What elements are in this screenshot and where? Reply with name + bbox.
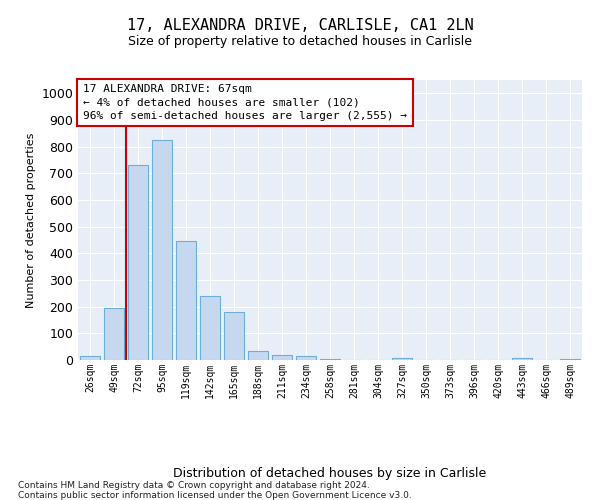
Bar bbox=[224, 312, 244, 360]
Text: Contains public sector information licensed under the Open Government Licence v3: Contains public sector information licen… bbox=[18, 491, 412, 500]
Bar bbox=[320, 358, 340, 360]
Bar bbox=[560, 358, 580, 360]
Text: 17 ALEXANDRA DRIVE: 67sqm
← 4% of detached houses are smaller (102)
96% of semi-: 17 ALEXANDRA DRIVE: 67sqm ← 4% of detach… bbox=[83, 84, 407, 120]
Bar bbox=[248, 352, 268, 360]
Text: Distribution of detached houses by size in Carlisle: Distribution of detached houses by size … bbox=[173, 468, 487, 480]
Bar bbox=[176, 240, 196, 360]
Y-axis label: Number of detached properties: Number of detached properties bbox=[26, 132, 36, 308]
Text: Contains HM Land Registry data © Crown copyright and database right 2024.: Contains HM Land Registry data © Crown c… bbox=[18, 481, 370, 490]
Bar bbox=[152, 140, 172, 360]
Bar bbox=[104, 308, 124, 360]
Bar bbox=[272, 354, 292, 360]
Bar bbox=[392, 358, 412, 360]
Bar bbox=[512, 358, 532, 360]
Bar bbox=[80, 356, 100, 360]
Bar bbox=[128, 166, 148, 360]
Text: 17, ALEXANDRA DRIVE, CARLISLE, CA1 2LN: 17, ALEXANDRA DRIVE, CARLISLE, CA1 2LN bbox=[127, 18, 473, 32]
Bar bbox=[200, 296, 220, 360]
Text: Size of property relative to detached houses in Carlisle: Size of property relative to detached ho… bbox=[128, 35, 472, 48]
Bar bbox=[296, 356, 316, 360]
